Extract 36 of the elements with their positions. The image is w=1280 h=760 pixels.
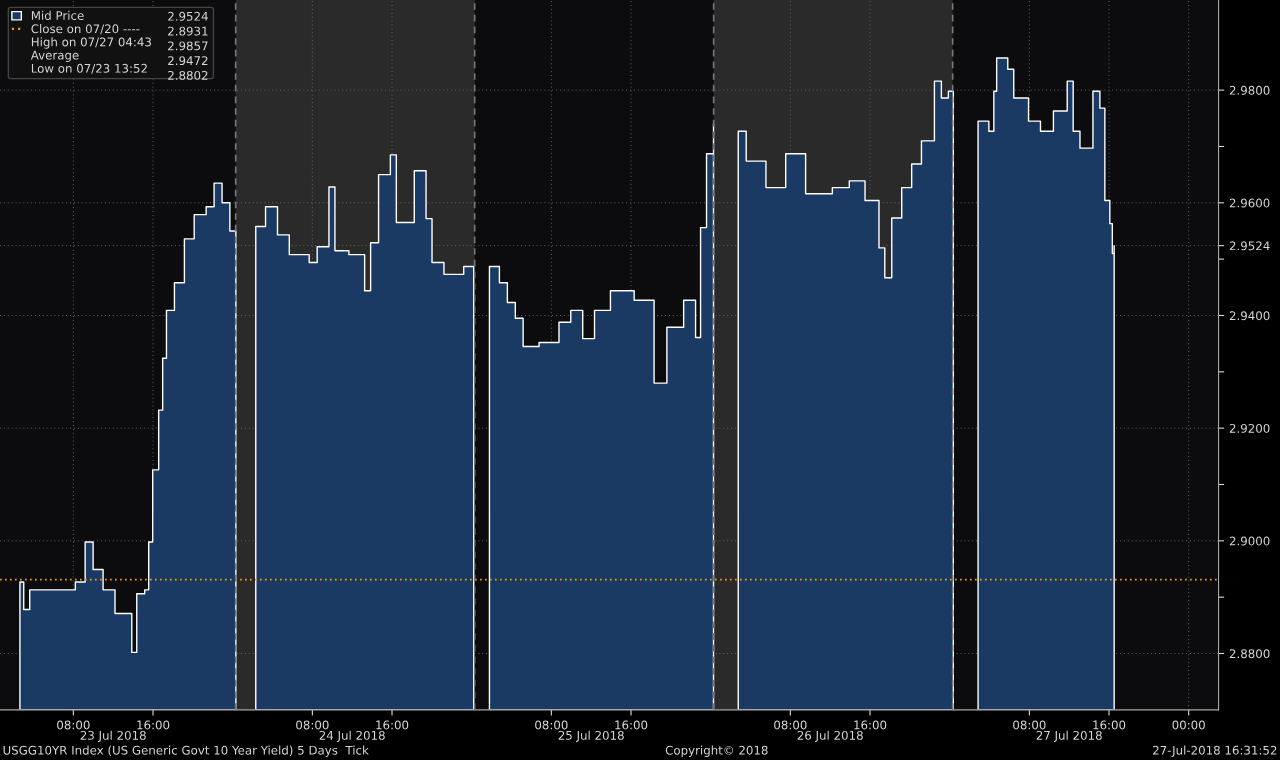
annotation: 2.8802 [168, 70, 208, 80]
x2-tick-label: 26 Jul 2018 [797, 730, 863, 743]
y-tick-label: 2.9524 [1229, 241, 1270, 251]
x-tick-label: 16:00 [615, 720, 648, 730]
x-tick-label: 16:00 [1093, 720, 1126, 730]
annotation: 2.9472 [168, 56, 208, 66]
annotation: 2.8931 [168, 26, 208, 36]
x-tick-label: 16:00 [854, 720, 887, 730]
x-tick-label: 08:00 [57, 720, 90, 730]
annotation: High on 07/27 04:43 [31, 37, 151, 49]
x-tick-label: 00:00 [1172, 720, 1205, 730]
x-tick-label: 16:00 [376, 720, 409, 730]
y-tick-label: 2.9600 [1229, 198, 1270, 208]
text: USGG10YR Index (US Generic Govt 10 Year Yield) 5 Days Tick [3, 745, 369, 757]
x-tick-label: 08:00 [535, 720, 568, 730]
x2-tick-label: 25 Jul 2018 [558, 730, 624, 743]
y-tick-label: 2.9800 [1229, 85, 1270, 95]
x2-tick-label: 24 Jul 2018 [319, 730, 385, 743]
x-tick-label: 16:00 [137, 720, 170, 730]
legend-label: Mid Price [31, 10, 84, 20]
annotation: Average [30, 50, 79, 62]
annotation: 2.9857 [168, 41, 208, 51]
annotation: 2.9524 [168, 11, 208, 21]
x2-tick-label: 27 Jul 2018 [1036, 730, 1102, 743]
x-tick-label: 08:00 [774, 720, 807, 730]
text: 27-Jul-2018 16:31:52 [1153, 745, 1277, 757]
annotation: Low on 07/23 13:52 [31, 63, 147, 74]
x-tick-label: 08:00 [1013, 720, 1046, 730]
legend-label: Close on 07/20 ---- [31, 24, 140, 35]
y-tick-label: 2.9400 [1229, 311, 1270, 321]
y-tick-label: 2.9200 [1229, 423, 1270, 433]
y-tick-label: 2.8800 [1229, 649, 1270, 659]
y-tick-label: 2.9000 [1229, 536, 1270, 546]
x-tick-label: 08:00 [296, 720, 329, 730]
x2-tick-label: 23 Jul 2018 [80, 730, 146, 743]
text: Copyright© 2018 [665, 745, 768, 757]
